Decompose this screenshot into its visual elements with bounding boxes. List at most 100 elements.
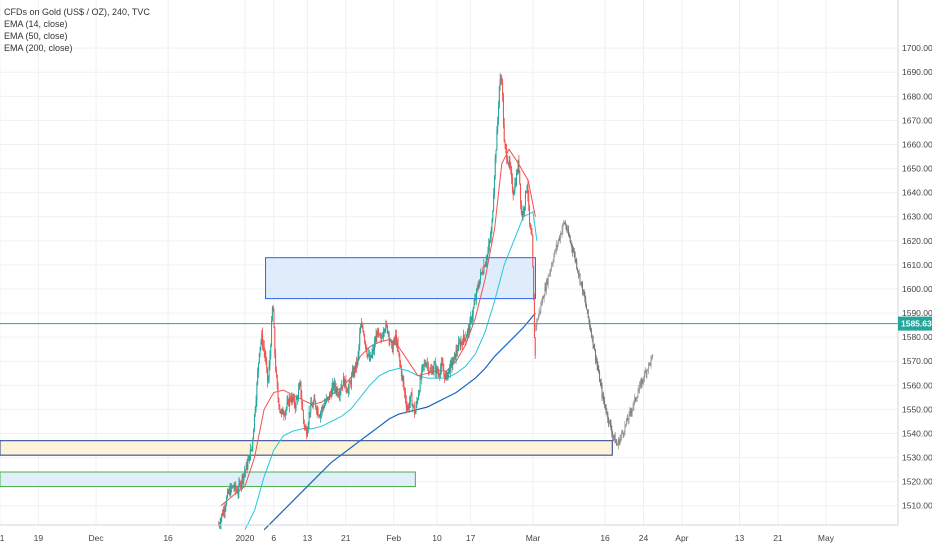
projection-bar-body (554, 250, 556, 256)
candle-body (487, 252, 489, 256)
chart-title[interactable]: CFDs on Gold (US$ / OZ), 240, TVC (4, 7, 150, 17)
candle-body (228, 489, 230, 493)
projection-bar-body (540, 304, 542, 311)
candle-body (284, 411, 286, 416)
y-tick-label: 1510.00 (902, 501, 932, 511)
projection-bar-body (616, 442, 618, 445)
projection-bar-body (632, 406, 634, 409)
y-tick-label: 1690.00 (902, 67, 932, 77)
projection-bar-body (634, 397, 636, 401)
candle-body (480, 272, 482, 280)
projection-bar-body (645, 371, 647, 374)
candle-body (534, 337, 536, 356)
projection-bar-body (581, 283, 583, 293)
candle-body (315, 401, 317, 408)
indicator-ema-50[interactable]: EMA (50, close) (4, 31, 68, 41)
projection-bar-body (601, 386, 603, 397)
indicator-ema-200[interactable]: EMA (200, close) (4, 43, 73, 53)
x-tick-label: Mar (526, 533, 541, 543)
projection-bar-body (586, 305, 588, 310)
candle-body (445, 372, 447, 375)
candle-body (324, 402, 326, 405)
candle-body (440, 368, 442, 375)
projection-bar-body (605, 408, 607, 413)
projection-bar-body (582, 289, 584, 293)
candle-body (471, 315, 473, 321)
candle-body (435, 367, 437, 373)
zone-box-1[interactable] (265, 257, 536, 300)
zones[interactable] (0, 257, 613, 487)
chart-legend: CFDs on Gold (US$ / OZ), 240, TVC EMA (1… (4, 6, 150, 54)
candle-body (290, 400, 292, 402)
candle-body (373, 342, 375, 351)
candle-body (515, 173, 517, 186)
candle-body (394, 338, 396, 340)
projection-bar-body (595, 349, 597, 360)
projection-bar-body (537, 320, 539, 321)
y-tick-label: 1620.00 (902, 236, 932, 246)
candle-body (362, 326, 364, 332)
projection-bar-body (617, 444, 619, 446)
candle-body (253, 429, 255, 440)
indicator-ema-14[interactable]: EMA (14, close) (4, 19, 68, 29)
candle-body (231, 486, 233, 488)
candle-body (529, 204, 531, 225)
candle-body (528, 195, 530, 205)
candle-body (355, 362, 357, 371)
candle-body (418, 391, 420, 394)
ema-200-line (263, 312, 536, 531)
projection-bar-body (635, 397, 637, 401)
candle-body (271, 307, 273, 321)
candle-body (347, 389, 349, 393)
zone-box-3[interactable] (0, 471, 416, 487)
last-price-badge[interactable] (898, 316, 932, 331)
candle-body (457, 350, 459, 352)
candle-body (229, 489, 231, 495)
y-tick-label: 1520.00 (902, 477, 932, 487)
candle-body (424, 363, 426, 366)
candle-body (274, 327, 276, 354)
candle-body (395, 334, 397, 346)
y-tick-label: 1580.00 (902, 332, 932, 342)
candle-body (521, 213, 523, 217)
candle-body (260, 341, 262, 347)
candle-body (349, 382, 351, 384)
candle-body (270, 345, 272, 357)
candle-body (420, 377, 422, 379)
candle-body (293, 397, 295, 405)
projection-bar-body (649, 362, 651, 365)
candle-body (383, 329, 385, 333)
candle-body (474, 298, 476, 305)
projection-bar-body (607, 412, 609, 420)
candle-body (360, 324, 362, 328)
candle-body (402, 375, 404, 382)
candle-body (423, 363, 425, 366)
projection-bar-body (625, 424, 627, 426)
candle-body (508, 160, 510, 165)
zone-box-2[interactable] (0, 440, 613, 456)
candle-body (533, 266, 535, 300)
projection-bar-body (547, 276, 549, 284)
candle-body (477, 287, 479, 289)
candle-body (391, 340, 393, 344)
candle-body (289, 397, 291, 401)
candle-body (244, 471, 246, 475)
candle-body (478, 286, 480, 288)
candle-body (435, 363, 437, 373)
candle-body (234, 484, 236, 489)
candle-body (283, 414, 285, 416)
projection-bar-body (589, 321, 591, 328)
candle-body (504, 141, 506, 145)
projection-bar-body (621, 432, 623, 434)
candle-body (327, 396, 329, 398)
y-tick-label: 1590.00 (902, 308, 932, 318)
candle-body (315, 407, 317, 412)
projection (535, 220, 654, 450)
candle-body (465, 337, 467, 341)
candle-body (431, 369, 433, 371)
candle-body (371, 352, 373, 358)
candle-body (278, 398, 280, 407)
